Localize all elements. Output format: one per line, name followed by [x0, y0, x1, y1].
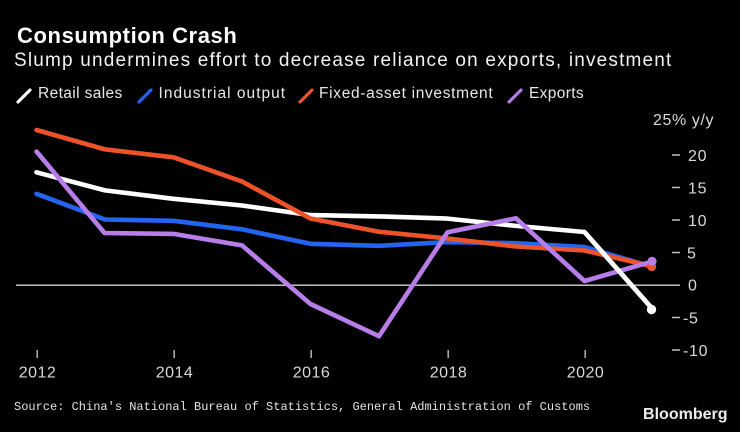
svg-text:2014: 2014 — [156, 365, 194, 382]
svg-text:2016: 2016 — [293, 365, 331, 382]
svg-text:15: 15 — [688, 180, 707, 197]
svg-text:5: 5 — [687, 245, 697, 262]
svg-text:-5: -5 — [683, 310, 699, 327]
svg-text:0: 0 — [688, 278, 698, 295]
svg-text:25% y/y: 25% y/y — [653, 112, 714, 129]
svg-text:2012: 2012 — [19, 365, 57, 382]
svg-text:20: 20 — [688, 148, 707, 165]
svg-text:-10: -10 — [683, 343, 708, 360]
svg-text:2018: 2018 — [430, 365, 468, 382]
svg-text:10: 10 — [688, 213, 707, 230]
svg-text:2020: 2020 — [567, 365, 605, 382]
